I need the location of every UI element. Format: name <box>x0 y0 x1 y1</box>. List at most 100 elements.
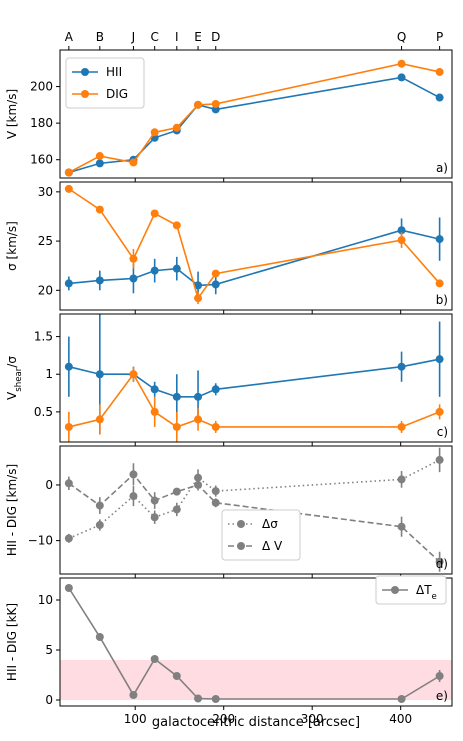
data-point <box>95 415 104 424</box>
data-point <box>95 370 104 379</box>
top-label-i: I <box>175 30 179 44</box>
y-axis-label: σ [km/s] <box>5 221 19 271</box>
panel-c: 0.5 1 1.5 Vshear/σ c) <box>5 313 453 446</box>
top-label-p: P <box>436 30 443 44</box>
data-point <box>194 294 203 303</box>
data-point <box>95 276 104 285</box>
y-tick-label: −10 <box>28 534 53 548</box>
y-axis-label: HII - DIG [kK] <box>5 603 19 681</box>
x-axis-label: galactocentric distance [arcsec] <box>152 715 360 730</box>
legend-label: HII <box>106 65 122 79</box>
data-point <box>172 264 181 273</box>
legend-marker <box>237 520 245 528</box>
series-hii <box>64 314 444 435</box>
data-point <box>64 422 73 431</box>
data-point <box>435 355 444 364</box>
legend-marker <box>81 68 89 76</box>
y-tick-label: 1 <box>45 367 53 381</box>
legend-box <box>375 575 447 605</box>
panel-tag: d) <box>436 557 448 571</box>
panel-e: 0 5 10 100 200 300 400 HII - DIG [kK] e) ΔTe <box>5 575 453 726</box>
data-point <box>129 470 138 479</box>
legend: HII DIG <box>65 57 145 109</box>
data-point <box>397 522 406 531</box>
data-point <box>129 492 138 501</box>
data-point <box>194 415 203 424</box>
top-label-b: B <box>96 30 104 44</box>
x-tick-label: 300 <box>301 712 324 726</box>
data-point <box>150 655 159 663</box>
data-point <box>129 254 138 263</box>
data-point <box>64 362 73 371</box>
panel-frame <box>59 49 453 179</box>
data-point <box>129 274 138 283</box>
series-line <box>68 358 440 398</box>
legend-label: DIG <box>106 87 128 101</box>
data-point <box>172 422 181 431</box>
data-point <box>64 479 73 488</box>
panel-tag: e) <box>436 689 448 703</box>
series- <box>64 447 444 543</box>
data-point <box>194 473 203 482</box>
series-te <box>64 584 444 703</box>
data-point <box>397 475 406 484</box>
data-point <box>150 266 159 275</box>
y-tick-label: 20 <box>38 283 53 297</box>
data-point <box>211 695 220 703</box>
data-point <box>95 633 104 641</box>
data-point <box>172 123 181 132</box>
data-point <box>435 672 444 680</box>
data-point <box>211 385 220 394</box>
data-point <box>194 100 203 109</box>
legend-marker <box>237 542 245 550</box>
data-point <box>129 370 138 379</box>
data-point <box>397 226 406 235</box>
y-tick-label: 0.5 <box>34 405 53 419</box>
y-axis-label: HII - DIG [km/s] <box>5 464 19 556</box>
data-point <box>211 105 220 114</box>
y-tick-label: 160 <box>30 153 53 167</box>
y-tick-label: 0 <box>45 478 53 492</box>
panel-tag: b) <box>436 293 448 307</box>
data-point <box>64 279 73 288</box>
data-point <box>64 534 73 543</box>
data-point <box>129 691 138 699</box>
data-point <box>172 221 181 230</box>
panel-frame <box>59 181 453 311</box>
top-label-q: Q <box>397 30 406 44</box>
y-tick-label: 25 <box>38 234 53 248</box>
panel-frame <box>59 445 453 575</box>
data-point <box>435 557 444 566</box>
series-line <box>68 229 440 287</box>
data-point <box>397 695 406 703</box>
data-point <box>150 128 159 137</box>
data-point <box>435 279 444 288</box>
y-tick-label: 200 <box>30 80 53 94</box>
data-point <box>397 422 406 431</box>
panel-d: −10 0 HII - DIG [km/s] d) Δσ Δ V <box>5 445 453 578</box>
panels: 160 180 200 V [km/s] a) HII DIG 20 25 30 σ [km/s] b… <box>5 49 453 726</box>
data-point <box>150 385 159 394</box>
data-point <box>397 236 406 245</box>
data-point <box>435 93 444 102</box>
data-point <box>194 480 203 489</box>
data-point <box>172 392 181 401</box>
legend-marker <box>81 90 89 98</box>
data-point <box>172 487 181 496</box>
panel-a: 160 180 200 V [km/s] a) HII DIG <box>5 49 453 182</box>
data-point <box>64 584 73 592</box>
shaded-band <box>60 660 452 700</box>
data-point <box>211 99 220 108</box>
data-point <box>211 487 220 496</box>
legend-box <box>65 57 145 109</box>
series-dig <box>64 184 444 305</box>
y-axis-label: Vshear/σ <box>5 356 24 400</box>
legend: Δσ Δ V <box>221 509 301 561</box>
y-tick-label: 0 <box>45 693 53 707</box>
top-label-a: A <box>65 30 74 44</box>
data-point <box>150 407 159 416</box>
data-point <box>194 392 203 401</box>
panel-tag: a) <box>436 161 448 175</box>
